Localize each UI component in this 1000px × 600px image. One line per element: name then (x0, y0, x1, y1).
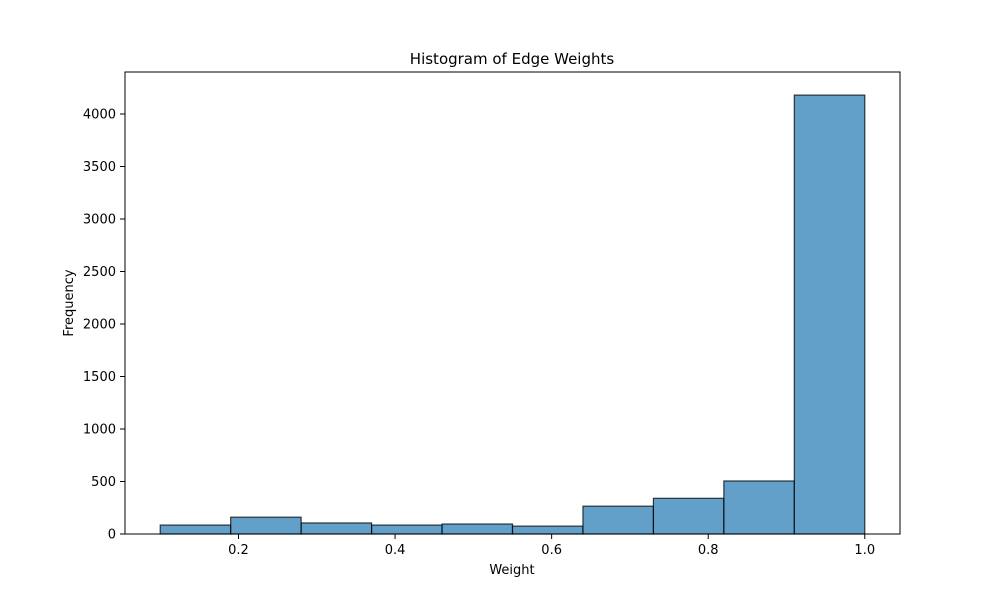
y-tick-label-1: 0 (108, 528, 116, 543)
histogram-bar-4 (370, 524, 443, 535)
histogram-bar-2 (230, 516, 302, 535)
y-axis-ticks: 0 500 1000 1500 2000 2500 3000 3500 4000 (83, 108, 125, 543)
x-tick-label-4: 0.8 (698, 543, 719, 558)
y-tick-label-8: 3500 (83, 160, 116, 175)
y-tick-label-4: 1500 (83, 370, 116, 385)
histogram-bar-5 (441, 523, 514, 535)
histogram-bar-9 (723, 480, 795, 535)
y-tick-label-5: 2000 (83, 318, 116, 333)
x-tick-label-2: 0.4 (385, 543, 406, 558)
histogram-bar-10 (793, 94, 866, 535)
x-axis-ticks: 0.2 0.4 0.6 0.8 1.0 (228, 534, 875, 558)
y-tick-label-6: 2500 (83, 265, 116, 280)
histogram-bar-3 (300, 522, 373, 535)
chart-title: Histogram of Edge Weights (410, 50, 615, 68)
histogram-bar-8 (652, 497, 725, 535)
y-tick-label-9: 4000 (83, 108, 116, 123)
histogram-bar-6 (511, 525, 584, 535)
y-tick-label-2: 500 (91, 475, 116, 490)
y-axis-label: Frequency (62, 269, 77, 336)
y-tick-label-3: 1000 (83, 423, 116, 438)
x-tick-label-3: 0.6 (541, 543, 562, 558)
plot-frame (124, 71, 901, 535)
histogram-bar-7 (582, 505, 655, 535)
x-axis-label: Weight (489, 563, 534, 578)
histogram-bar-1 (159, 524, 232, 535)
x-tick-label-1: 0.2 (228, 543, 249, 558)
x-tick-label-5: 1.0 (854, 543, 875, 558)
y-tick-label-7: 3000 (83, 213, 116, 228)
